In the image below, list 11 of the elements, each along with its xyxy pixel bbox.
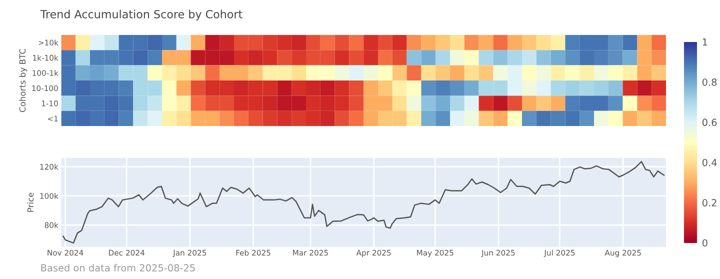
color-bar-label: 0.8 [702,78,717,86]
color-bar-label: 0 [702,239,708,247]
color-bar-label: 0.6 [702,118,717,126]
line-series [62,160,665,244]
color-bar-label: 0.2 [702,199,716,206]
chart-title: Trend Accumulation Score by Cohort [40,10,242,21]
y-axis-title: Cohorts by BTC [19,48,28,112]
text: Based on data from 2025-08-25 [41,264,195,272]
color-bar-label: 1 [702,38,708,46]
y-axis-title: Price [27,192,34,212]
color-bar-label: 0.4 [702,158,717,166]
